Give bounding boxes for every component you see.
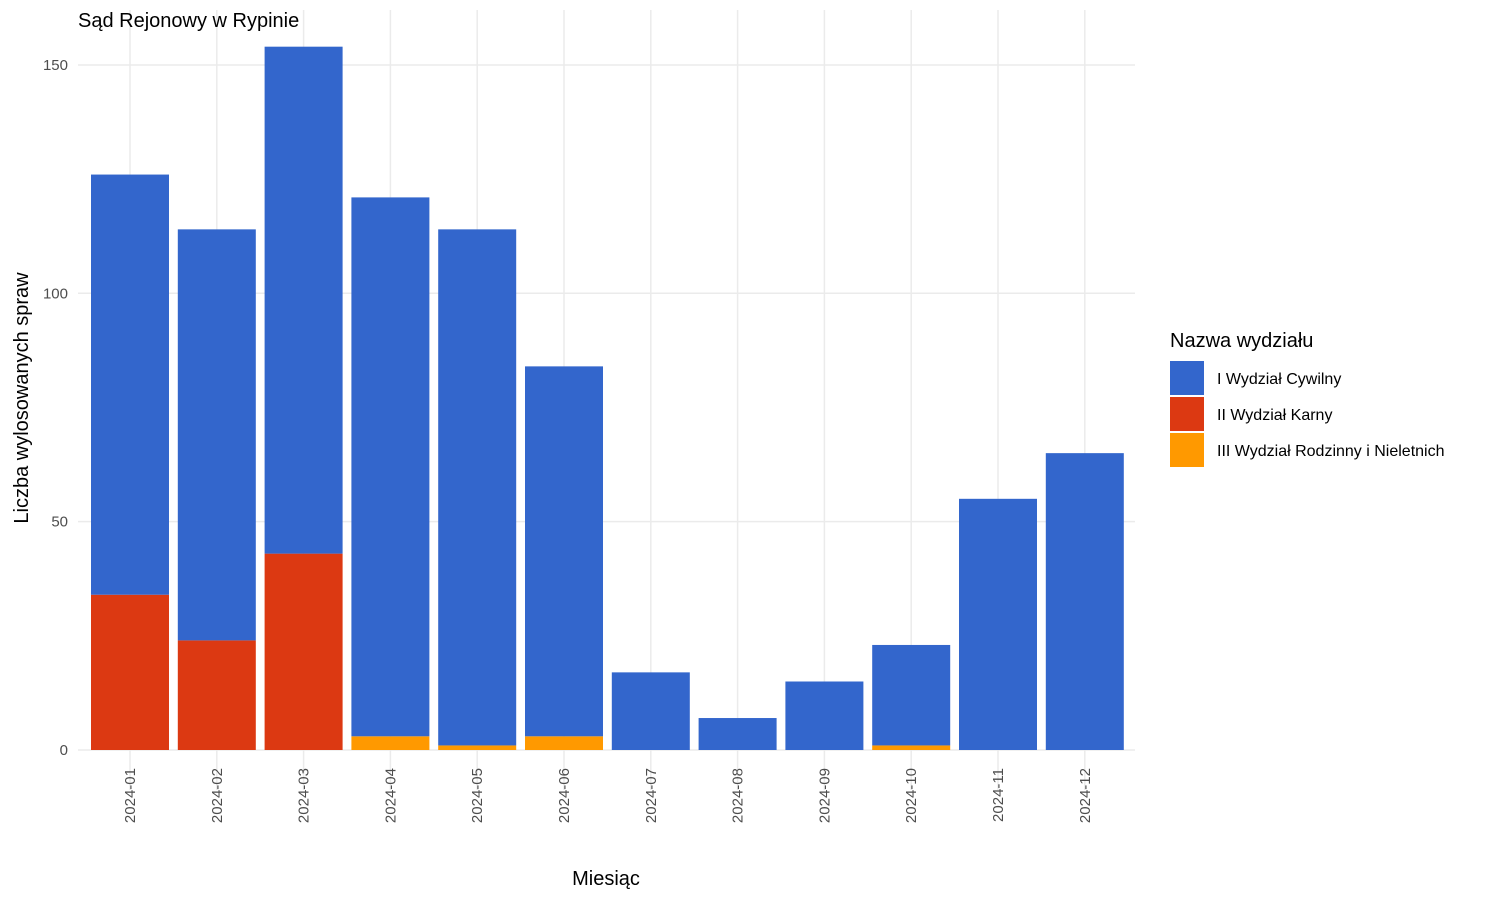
x-tick-label: 2024-06 <box>556 768 573 823</box>
y-tick-label: 0 <box>60 742 68 759</box>
y-axis-ticks: 0 50 100 150 <box>43 57 68 759</box>
bar-2024-05-i-wydział-cywilny <box>438 229 517 746</box>
x-tick-label: 2024-08 <box>730 768 747 823</box>
y-tick-label: 100 <box>43 285 68 302</box>
x-tick-label: 2024-12 <box>1077 768 1094 823</box>
legend-title: Nazwa wydziału <box>1170 330 1313 352</box>
y-axis-title: Liczba wylosowanych spraw <box>11 272 33 524</box>
bar-2024-07-i-wydział-cywilny <box>611 672 690 750</box>
bar-2024-04-iii-wydział-rodzinny-i-nieletnich <box>351 736 430 750</box>
chart-title: Sąd Rejonowy w Rypinie <box>78 10 299 32</box>
x-tick-label: 2024-07 <box>643 768 660 823</box>
legend-key-swatch <box>1170 361 1204 395</box>
x-tick-label: 2024-02 <box>209 768 226 823</box>
x-tick-label: 2024-03 <box>296 768 313 823</box>
bar-2024-10-i-wydział-cywilny <box>872 644 951 746</box>
bar-2024-04-i-wydział-cywilny <box>351 197 430 737</box>
bar-2024-02-ii-wydział-karny <box>177 640 256 750</box>
x-tick-label: 2024-05 <box>469 768 486 823</box>
legend-key-swatch <box>1170 433 1204 467</box>
x-tick-label: 2024-01 <box>122 768 139 823</box>
bar-2024-06-iii-wydział-rodzinny-i-nieletnich <box>525 736 603 750</box>
legend-label: I Wydział Cywilny <box>1217 371 1341 388</box>
bar-2024-09-i-wydział-cywilny <box>785 681 864 750</box>
bar-2024-03-ii-wydział-karny <box>264 553 343 750</box>
bar-2024-06-i-wydział-cywilny <box>525 366 603 737</box>
x-tick-label: 2024-11 <box>990 768 1007 822</box>
x-tick-label: 2024-09 <box>816 768 833 823</box>
x-tick-label: 2024-04 <box>382 768 399 823</box>
x-axis-title: Miesiąc <box>572 868 640 890</box>
bar-2024-05-iii-wydział-rodzinny-i-nieletnich <box>438 745 517 750</box>
legend-label: III Wydział Rodzinny i Nieletnich <box>1217 443 1445 460</box>
bar-2024-03-i-wydział-cywilny <box>264 46 343 554</box>
bar-2024-02-i-wydział-cywilny <box>177 229 256 641</box>
bars <box>91 46 1124 750</box>
bar-2024-10-iii-wydział-rodzinny-i-nieletnich <box>872 745 951 750</box>
x-tick-label: 2024-10 <box>903 768 920 823</box>
bar-2024-01-ii-wydział-karny <box>91 594 169 750</box>
y-tick-label: 150 <box>43 57 68 74</box>
legend-label: II Wydział Karny <box>1217 407 1332 424</box>
bar-2024-12-i-wydział-cywilny <box>1045 453 1124 750</box>
legend-key-swatch <box>1170 397 1204 431</box>
bar-2024-08-i-wydział-cywilny <box>698 718 777 750</box>
x-axis-ticks: 2024-01 2024-02 2024-03 2024-04 2024-05 2024-… <box>122 768 1094 823</box>
bar-2024-01-i-wydział-cywilny <box>91 174 169 595</box>
legend: Nazwa wydziału I Wydział Cywilny II Wydzi… <box>1170 330 1445 467</box>
legend-items: I Wydział Cywilny II Wydział Karny III Wyd… <box>1170 361 1445 467</box>
bar-2024-11-i-wydział-cywilny <box>959 498 1037 750</box>
y-tick-label: 50 <box>51 514 68 531</box>
